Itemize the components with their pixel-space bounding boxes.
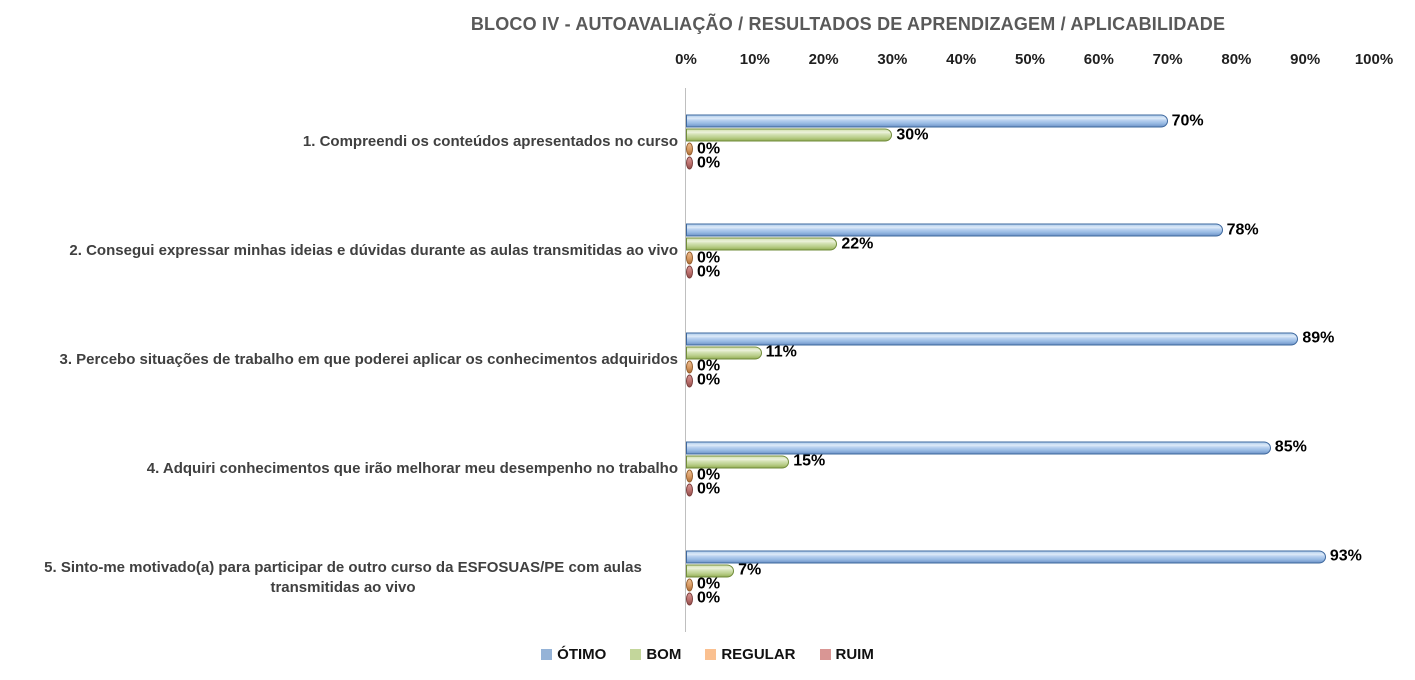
legend-item-bom: BOM xyxy=(630,646,681,663)
bar-bom xyxy=(686,564,735,578)
bar-group: 5. Sinto-me motivado(a) para participar … xyxy=(0,523,1415,632)
data-label: 0% xyxy=(697,140,721,158)
category-label: 3. Percebo situações de trabalho em que … xyxy=(59,350,678,368)
axis-tick-label: 90% xyxy=(1290,51,1321,68)
legend-item-ruim: RUIM xyxy=(819,645,874,663)
bar-bom xyxy=(686,128,893,142)
data-label: 85% xyxy=(1274,438,1307,456)
bar-bom xyxy=(686,346,762,360)
data-label: 0% xyxy=(697,249,721,267)
bar-ruim xyxy=(686,265,693,279)
bar-group: 3. Percebo situações de trabalho em que … xyxy=(0,306,1415,415)
bar-otimo xyxy=(686,332,1299,346)
legend: ÓTIMO BOM REGULAR RUIM xyxy=(0,645,1415,663)
bar-bom xyxy=(686,455,790,469)
legend-swatch xyxy=(541,648,553,660)
axis-tick-label: 50% xyxy=(1014,51,1046,68)
data-label: 22% xyxy=(841,235,874,253)
category-label: 2. Consegui expressar minhas ideias e dú… xyxy=(69,242,678,260)
axis-tick-label: 30% xyxy=(877,51,908,68)
bar-ruim xyxy=(686,374,693,388)
bar-otimo xyxy=(686,114,1168,128)
data-label: 70% xyxy=(1171,112,1204,130)
chart-title: BLOCO IV - AUTOAVALIAÇÃO / RESULTADOS DE… xyxy=(470,14,1226,34)
bar-group: 2. Consegui expressar minhas ideias e dú… xyxy=(0,197,1415,306)
bar-ruim xyxy=(686,483,693,497)
category-axis-line xyxy=(685,88,686,632)
data-label: 89% xyxy=(1302,329,1335,347)
bar-ruim xyxy=(686,592,693,606)
axis-tick-label: 0% xyxy=(675,51,697,68)
legend-swatch xyxy=(630,648,642,660)
axis-tick-label: 100% xyxy=(1354,51,1394,68)
bar-group: 4. Adquiri conhecimentos que irão melhor… xyxy=(0,414,1415,523)
legend-item-regular: REGULAR xyxy=(705,645,796,663)
data-label: 0% xyxy=(697,371,721,389)
legend-label: BOM xyxy=(646,645,682,663)
data-label: 30% xyxy=(896,126,929,144)
bar-regular xyxy=(686,142,693,156)
category-label: 1. Compreendi os conteúdos apresentados … xyxy=(302,133,678,151)
axis-tick-label: 80% xyxy=(1221,51,1252,68)
legend-label: ÓTIMO xyxy=(557,645,607,663)
category-label: 4. Adquiri conhecimentos que irão melhor… xyxy=(146,459,678,477)
legend-item-otimo: ÓTIMO xyxy=(541,646,606,663)
legend-swatch xyxy=(819,648,831,660)
axis-tick-label: 10% xyxy=(739,51,770,68)
legend-label: RUIM xyxy=(835,645,874,663)
axis-tick-label: 70% xyxy=(1152,51,1183,68)
bar-regular xyxy=(686,360,693,374)
legend-swatch xyxy=(705,648,717,660)
data-label: 0% xyxy=(697,575,721,593)
legend-label: REGULAR xyxy=(721,645,796,663)
bar-group: 1. Compreendi os conteúdos apresentados … xyxy=(0,88,1415,197)
bar-regular xyxy=(686,578,693,592)
data-label: 0% xyxy=(697,589,721,607)
data-label: 0% xyxy=(697,154,721,172)
bar-otimo xyxy=(686,441,1271,455)
data-label: 0% xyxy=(697,357,721,375)
bar-regular xyxy=(686,469,693,483)
data-label: 0% xyxy=(697,466,721,484)
data-label: 7% xyxy=(738,561,762,579)
axis-tick-label: 40% xyxy=(946,51,977,68)
category-label: 5. Sinto-me motivado(a) para participar … xyxy=(44,558,642,596)
bar-ruim xyxy=(686,156,693,170)
bar-otimo xyxy=(686,550,1326,564)
data-label: 15% xyxy=(793,452,826,470)
bar-regular xyxy=(686,251,693,265)
axis-tick-label: 20% xyxy=(808,51,839,68)
data-label: 11% xyxy=(765,343,797,361)
data-label: 78% xyxy=(1226,221,1259,239)
data-label: 93% xyxy=(1329,547,1362,565)
data-label: 0% xyxy=(697,480,721,498)
bar-otimo xyxy=(686,223,1223,237)
bar-bom xyxy=(686,237,838,251)
data-label: 0% xyxy=(697,263,721,281)
axis-tick-label: 60% xyxy=(1083,51,1114,68)
